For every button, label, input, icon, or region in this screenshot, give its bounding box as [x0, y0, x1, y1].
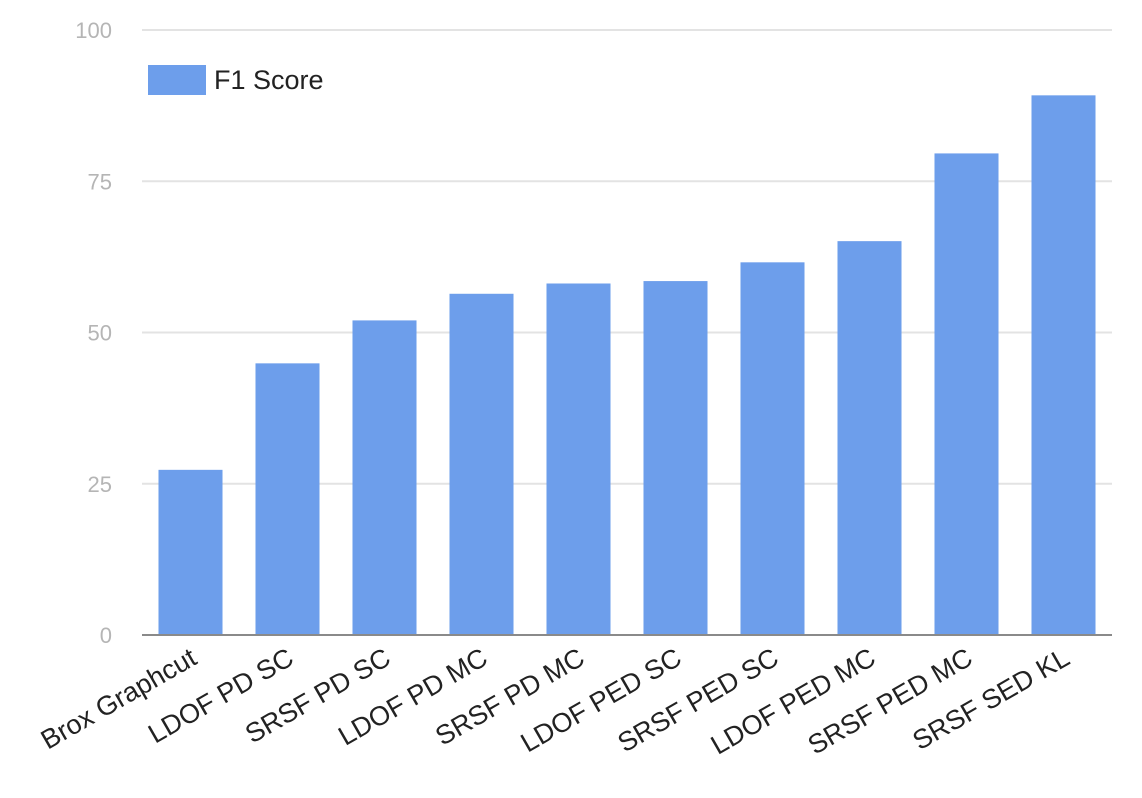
x-tick-label-srsf-ped-sc: SRSF PED SC [613, 642, 784, 758]
bar-srsf-ped-mc [934, 153, 999, 636]
bar-srsf-pd-mc [546, 283, 611, 635]
bar-ldof-ped-sc [643, 281, 708, 635]
x-tick-label-srsf-ped-mc: SRSF PED MC [803, 642, 978, 760]
x-tick-label-ldof-ped-mc: LDOF PED MC [706, 642, 881, 760]
bar-ldof-pd-mc [449, 293, 514, 635]
legend: F1 Score [148, 65, 324, 95]
bar-ldof-pd-sc [255, 363, 320, 635]
bar-ldof-ped-mc [837, 241, 902, 635]
bar-srsf-pd-sc [352, 320, 417, 635]
bar-brox-graphcut [158, 469, 223, 635]
bar-srsf-sed-kl [1031, 95, 1096, 636]
legend-swatch-f1-score [148, 65, 206, 95]
y-tick-label-50: 50 [88, 321, 112, 346]
y-axis-tick-labels: 0 25 50 75 100 [75, 18, 112, 648]
x-tick-label-ldof-ped-sc: LDOF PED SC [516, 642, 687, 758]
y-tick-label-0: 0 [100, 623, 112, 648]
y-tick-label-25: 25 [88, 472, 112, 497]
legend-label-f1-score: F1 Score [214, 65, 324, 95]
y-tick-label-100: 100 [75, 18, 112, 43]
y-tick-label-75: 75 [88, 169, 112, 194]
bars [158, 95, 1096, 636]
bar-srsf-ped-sc [740, 262, 805, 635]
